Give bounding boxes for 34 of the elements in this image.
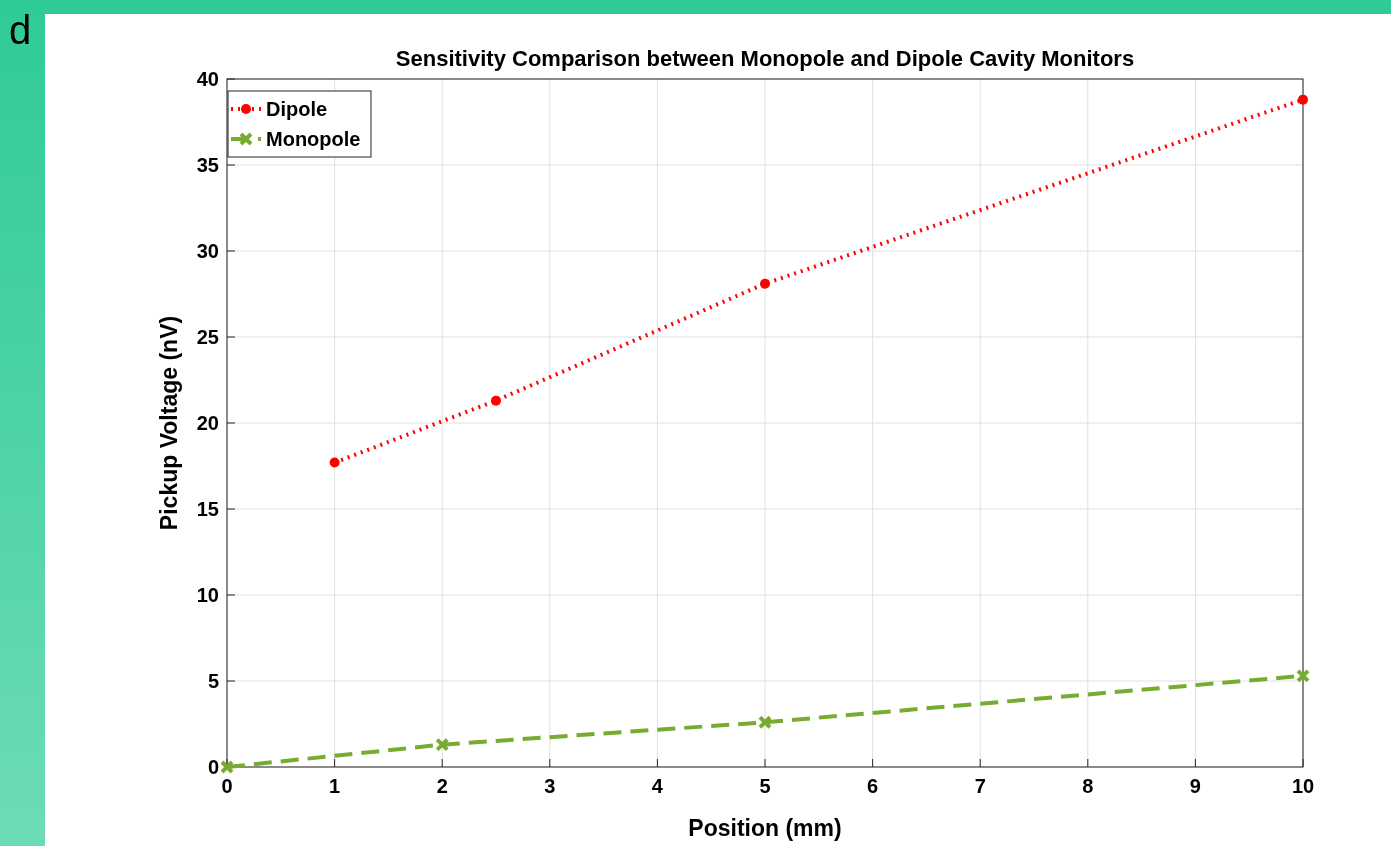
y-tick-label: 35 — [196, 154, 219, 176]
x-tick-label: 5 — [759, 775, 771, 797]
x-tick-label: 4 — [651, 775, 664, 797]
y-tick-label: 10 — [196, 584, 219, 606]
text: d — [8, 8, 32, 52]
y-tick-label: 30 — [196, 240, 219, 262]
x-axis-title: Position (mm) — [688, 815, 842, 841]
point — [491, 395, 501, 406]
x-tick-label: 8 — [1082, 775, 1094, 797]
x-tick-label: 1 — [329, 775, 341, 797]
x-tick-label: 7 — [974, 775, 986, 797]
y-tick-label: 40 — [196, 68, 219, 90]
y-tick-label: 15 — [196, 498, 219, 520]
x-tick-label: 3 — [544, 775, 556, 797]
x-tick-label: 6 — [867, 775, 879, 797]
legend-label: Monopole — [266, 128, 361, 150]
x-tick-label: 2 — [436, 775, 448, 797]
y-tick-label: 5 — [207, 670, 219, 692]
x-tick-label: 0 — [221, 775, 233, 797]
chart-title: Sensitivity Comparison between Monopole and Dipole Cavity Monitors — [395, 46, 1135, 71]
y-axis-title: Pickup Voltage (nV) — [156, 315, 182, 531]
point — [329, 457, 340, 468]
y-tick-label: 20 — [196, 412, 219, 434]
legend-label: Dipole — [266, 98, 328, 120]
y-tick-label: 0 — [207, 756, 219, 778]
x-tick-label: 10 — [1291, 775, 1315, 797]
y-tick-label: 25 — [196, 326, 219, 348]
point — [435, 737, 450, 752]
point — [758, 715, 772, 730]
point — [760, 278, 770, 289]
point — [220, 760, 234, 774]
point — [1298, 94, 1308, 105]
x-tick-label: 9 — [1189, 775, 1201, 797]
point — [1296, 668, 1310, 683]
